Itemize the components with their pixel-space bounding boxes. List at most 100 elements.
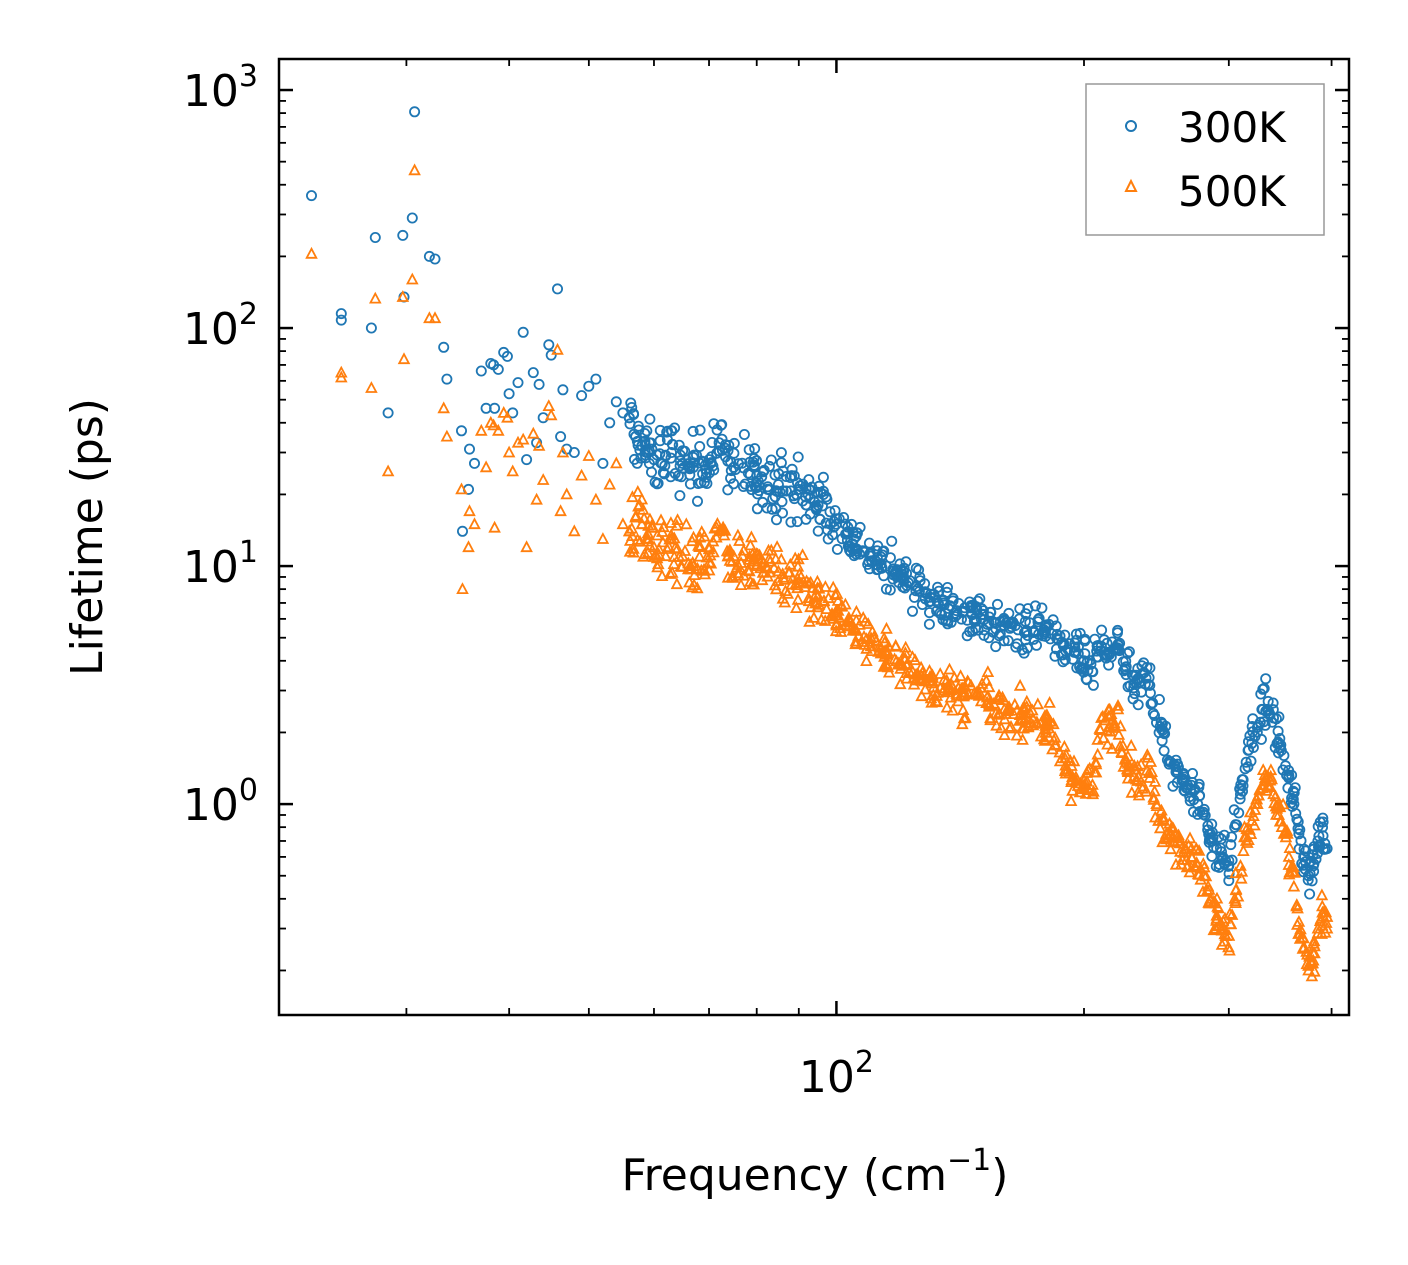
point-300k bbox=[1317, 816, 1329, 828]
point-300k bbox=[545, 349, 557, 361]
point-300k bbox=[971, 603, 983, 615]
y-tick-labels: 100 101 102 103 bbox=[183, 59, 258, 831]
point-500k bbox=[497, 405, 510, 418]
point-300k bbox=[1240, 756, 1252, 768]
point-500k bbox=[1178, 841, 1191, 854]
point-300k bbox=[998, 620, 1010, 632]
point-300k bbox=[1122, 647, 1134, 659]
point-500k bbox=[676, 549, 689, 562]
point-500k bbox=[834, 625, 848, 637]
point-500k bbox=[1131, 785, 1145, 797]
point-300k bbox=[1319, 838, 1331, 850]
point-300k bbox=[975, 613, 987, 625]
point-500k bbox=[811, 588, 825, 601]
point-300k bbox=[521, 454, 533, 466]
point-300k bbox=[1273, 737, 1285, 749]
point-300k bbox=[824, 506, 836, 518]
point-300k bbox=[503, 388, 515, 400]
point-300k bbox=[658, 468, 670, 480]
point-300k bbox=[793, 483, 805, 495]
point-300k bbox=[1160, 720, 1172, 732]
point-500k bbox=[305, 246, 318, 259]
point-300k bbox=[923, 618, 935, 630]
point-500k bbox=[492, 423, 505, 436]
point-500k bbox=[1019, 711, 1033, 723]
point-500k bbox=[1210, 911, 1224, 924]
point-300k bbox=[1056, 636, 1068, 648]
point-300k bbox=[677, 457, 689, 469]
point-500k bbox=[381, 464, 395, 477]
point-500k bbox=[703, 555, 716, 568]
point-500k bbox=[1114, 719, 1127, 732]
point-500k bbox=[1069, 770, 1083, 783]
point-300k bbox=[924, 591, 936, 603]
point-300k bbox=[1036, 602, 1048, 614]
point-300k bbox=[492, 363, 504, 375]
point-300k bbox=[1144, 679, 1156, 691]
point-300k bbox=[1143, 672, 1155, 684]
point-500k bbox=[1245, 813, 1259, 826]
point-300k bbox=[1255, 688, 1267, 700]
point-300k bbox=[1229, 821, 1241, 833]
point-300k bbox=[757, 496, 769, 508]
point-500k bbox=[754, 561, 767, 574]
point-500k bbox=[865, 644, 879, 656]
point-300k bbox=[1153, 694, 1165, 706]
point-300k bbox=[667, 439, 679, 451]
point-300k bbox=[728, 461, 740, 473]
point-300k bbox=[1112, 627, 1124, 639]
point-500k bbox=[889, 638, 902, 651]
point-300k bbox=[775, 447, 787, 459]
point-500k bbox=[568, 524, 581, 537]
point-500k bbox=[941, 685, 955, 698]
point-300k bbox=[1292, 823, 1304, 835]
point-500k bbox=[779, 584, 792, 596]
point-300k bbox=[877, 546, 889, 558]
point-500k bbox=[956, 717, 969, 730]
point-500k bbox=[796, 548, 809, 560]
point-300k bbox=[1104, 647, 1116, 659]
point-300k bbox=[748, 459, 760, 471]
point-300k bbox=[1185, 779, 1197, 791]
point-500k bbox=[631, 484, 645, 497]
point-500k bbox=[718, 523, 732, 536]
point-300k bbox=[884, 552, 896, 564]
point-300k bbox=[804, 508, 816, 520]
point-500k bbox=[596, 532, 610, 544]
point-300k bbox=[669, 422, 681, 434]
point-500k bbox=[1108, 716, 1121, 729]
point-500k bbox=[1088, 765, 1101, 778]
point-300k bbox=[1179, 771, 1191, 783]
point-500k bbox=[1290, 898, 1304, 910]
point-300k bbox=[1289, 782, 1301, 794]
point-500k bbox=[520, 540, 533, 553]
point-500k bbox=[1030, 715, 1044, 728]
point-300k bbox=[604, 417, 616, 429]
point-300k bbox=[776, 496, 788, 508]
point-500k bbox=[671, 513, 684, 525]
point-500k bbox=[542, 399, 556, 412]
point-300k bbox=[1123, 646, 1135, 658]
point-300k bbox=[665, 452, 677, 464]
point-500k bbox=[790, 601, 803, 613]
point-500k bbox=[589, 492, 603, 505]
point-500k bbox=[641, 532, 655, 544]
point-300k bbox=[722, 445, 734, 457]
point-500k bbox=[900, 666, 913, 678]
point-500k bbox=[817, 594, 831, 607]
point-300k bbox=[1275, 739, 1287, 751]
point-500k bbox=[670, 518, 684, 531]
point-300k bbox=[784, 471, 796, 483]
point-500k bbox=[455, 482, 468, 495]
legend: 300K 500K bbox=[1085, 83, 1325, 236]
point-300k bbox=[924, 607, 936, 619]
point-500k bbox=[899, 640, 912, 653]
point-300k bbox=[1313, 830, 1325, 842]
point-300k bbox=[533, 378, 545, 390]
point-500k bbox=[1297, 940, 1311, 953]
point-500k bbox=[1320, 921, 1334, 934]
point-500k bbox=[1296, 930, 1309, 943]
point-500k bbox=[681, 562, 695, 575]
point-500k bbox=[998, 728, 1011, 740]
y-axis-label: Lifetime (ps) bbox=[62, 398, 113, 676]
